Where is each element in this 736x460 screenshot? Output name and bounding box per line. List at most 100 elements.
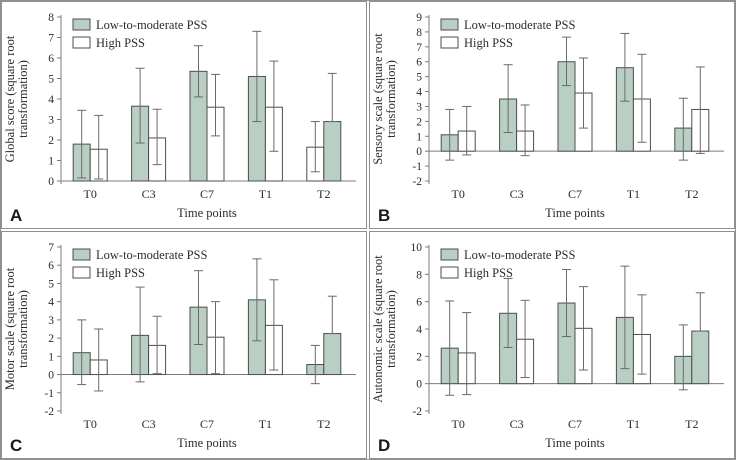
x-category-label: T0: [452, 417, 465, 431]
x-category-label: T2: [317, 417, 330, 431]
panel-C: -2 -1 0 1 2 3 4 5 6 7 Motor scale (square roottran…: [1, 231, 367, 459]
y-tick-label: 3: [416, 101, 422, 113]
error-bars-layer: [445, 32, 705, 161]
y-tick-label: 8: [48, 12, 54, 24]
legend-label-high: High PSS: [96, 36, 145, 50]
legend-label-high: High PSS: [464, 36, 513, 50]
bars-layer: [72, 70, 342, 182]
x-axis-title: Time points: [177, 206, 237, 220]
x-category-label: C7: [568, 187, 582, 201]
chart-host-D: -2 0 2 4 6 8 10 Autonomic scale (square roottra…: [371, 233, 733, 458]
bar-low_mod-T2: [323, 333, 342, 376]
panel-letter-D: D: [378, 436, 391, 455]
x-category-label: C7: [200, 417, 214, 431]
y-tick-label: -2: [412, 406, 422, 418]
x-category-label: C7: [200, 187, 214, 201]
legend-swatch-high: [72, 266, 91, 279]
y-tick-label: 8: [416, 27, 422, 39]
legend-label-high: High PSS: [96, 266, 145, 280]
y-tick-label: 7: [416, 42, 422, 54]
legend-swatch-high: [72, 36, 91, 49]
y-tick-label: 6: [416, 57, 422, 69]
legend-label-low_mod: Low-to-moderate PSS: [464, 248, 575, 262]
legend-swatch-high: [440, 266, 459, 279]
y-tick-label: 3: [48, 315, 54, 327]
y-tick-label: 6: [48, 260, 54, 272]
panel-letter-B: B: [378, 206, 391, 225]
x-category-label: T0: [452, 187, 465, 201]
x-category-label: T0: [84, 187, 97, 201]
x-category-label: T2: [317, 187, 330, 201]
y-tick-label: -2: [44, 406, 54, 418]
x-category-label: T1: [627, 187, 640, 201]
legend-swatch-low_mod: [440, 248, 459, 261]
y-tick-label: 4: [416, 87, 422, 99]
y-tick-label: 2: [416, 351, 422, 363]
y-axis-title: Sensory scale (square roottransformation…: [371, 33, 398, 165]
chart-A: 0 1 2 3 4 5 6 7 8 Global score (square roottransf…: [3, 12, 356, 220]
x-category-label: C3: [510, 187, 524, 201]
legend-label-low_mod: Low-to-moderate PSS: [96, 18, 207, 32]
x-axis-title: Time points: [545, 436, 605, 450]
y-tick-label: 5: [48, 278, 54, 290]
legend-swatch-low_mod: [72, 18, 91, 31]
x-category-label: T0: [84, 417, 97, 431]
legend-label-high: High PSS: [464, 266, 513, 280]
y-tick-label: 1: [48, 351, 54, 363]
y-tick-label: 7: [48, 242, 54, 254]
x-category-label: T1: [259, 417, 272, 431]
y-axis-title: Motor scale (square roottransformation): [3, 267, 30, 390]
x-category-label: T1: [627, 417, 640, 431]
y-tick-label: 0: [48, 176, 54, 188]
y-tick-label: 2: [48, 135, 54, 147]
x-category-label: C3: [142, 187, 156, 201]
y-tick-label: 1: [416, 131, 422, 143]
y-tick-label: 6: [48, 53, 54, 65]
y-tick-label: 0: [416, 379, 422, 391]
y-tick-label: 7: [48, 33, 54, 45]
y-tick-label: 4: [48, 297, 54, 309]
legend-label-low_mod: Low-to-moderate PSS: [464, 18, 575, 32]
chart-C: -2 -1 0 1 2 3 4 5 6 7 Motor scale (square roottran…: [3, 242, 356, 450]
y-tick-label: 4: [48, 94, 54, 106]
x-axis-title: Time points: [545, 206, 605, 220]
bars-layer: [440, 61, 710, 152]
y-tick-label: -1: [412, 161, 422, 173]
legend-swatch-low_mod: [72, 248, 91, 261]
chart-B: -2 -1 0 1 2 3 4 5 6 7 8 9 Sensory scale (square root…: [371, 12, 724, 220]
legend-swatch-high: [440, 36, 459, 49]
y-tick-label: -1: [44, 388, 54, 400]
legend-label-low_mod: Low-to-moderate PSS: [96, 248, 207, 262]
x-category-label: T2: [685, 417, 698, 431]
error-bars-layer: [77, 30, 337, 180]
y-tick-label: 2: [416, 116, 422, 128]
x-category-label: C3: [142, 417, 156, 431]
y-axis-title: Global score (square roottransformation): [3, 35, 30, 162]
bar-low_mod-T2: [323, 121, 342, 182]
bars-layer: [72, 299, 342, 376]
chart-D: -2 0 2 4 6 8 10 Autonomic scale (square roottra…: [371, 242, 724, 450]
y-tick-label: 0: [48, 370, 54, 382]
panel-B: -2 -1 0 1 2 3 4 5 6 7 8 9 Sensory scale (square root…: [369, 1, 735, 229]
y-tick-label: 10: [411, 242, 423, 254]
x-category-label: T1: [259, 187, 272, 201]
y-tick-label: 9: [416, 12, 422, 24]
legend-swatch-low_mod: [440, 18, 459, 31]
y-tick-label: 2: [48, 333, 54, 345]
y-tick-label: 5: [416, 72, 422, 84]
chart-host-B: -2 -1 0 1 2 3 4 5 6 7 8 9 Sensory scale (square root…: [371, 3, 733, 228]
x-category-label: T2: [685, 187, 698, 201]
y-tick-label: 3: [48, 115, 54, 127]
y-tick-label: 0: [416, 146, 422, 158]
chart-host-C: -2 -1 0 1 2 3 4 5 6 7 Motor scale (square roottran…: [3, 233, 365, 458]
y-tick-label: -2: [412, 176, 422, 188]
bars-layer: [440, 302, 710, 385]
y-tick-label: 8: [416, 269, 422, 281]
bar-low_mod-T2: [691, 330, 710, 385]
panel-letter-C: C: [10, 436, 23, 455]
x-category-label: C7: [568, 417, 582, 431]
y-tick-label: 1: [48, 156, 54, 168]
error-bars-layer: [77, 258, 337, 392]
panel-letter-A: A: [10, 206, 23, 225]
